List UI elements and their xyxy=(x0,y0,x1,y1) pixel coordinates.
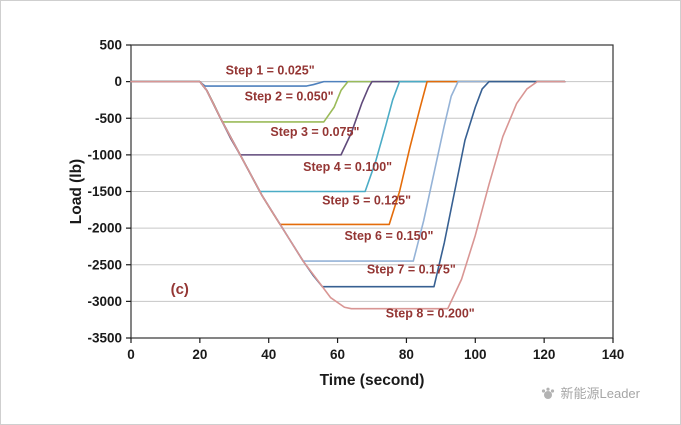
annotation: Step 8 = 0.200" xyxy=(386,306,475,320)
annotation: Step 6 = 0.150" xyxy=(344,229,433,243)
x-tick-label: 20 xyxy=(192,347,207,362)
y-tick-label: -500 xyxy=(95,111,122,126)
annotation: (c) xyxy=(171,281,189,298)
x-tick-label: 60 xyxy=(330,347,345,362)
x-tick-label: 100 xyxy=(464,347,487,362)
y-tick-label: 500 xyxy=(99,38,122,53)
annotation: Step 3 = 0.075" xyxy=(270,125,359,139)
series-line xyxy=(130,80,566,123)
watermark-logo-icon xyxy=(540,385,556,401)
x-tick-label: 140 xyxy=(602,347,625,362)
x-axis-title: Time (second) xyxy=(320,372,425,389)
y-tick-label: -3500 xyxy=(87,331,122,346)
x-tick-label: 120 xyxy=(533,347,556,362)
series-line xyxy=(130,80,566,310)
watermark-label: 新能源Leader xyxy=(560,386,640,401)
y-tick-label: -2500 xyxy=(87,257,122,272)
x-tick-label: 40 xyxy=(261,347,276,362)
y-axis-title: Load (lb) xyxy=(68,159,85,224)
annotation: Step 2 = 0.050" xyxy=(245,90,334,104)
x-tick-label: 0 xyxy=(127,347,135,362)
annotation: Step 1 = 0.025" xyxy=(226,63,315,77)
annotation: Step 7 = 0.175" xyxy=(367,263,456,277)
y-tick-label: -2000 xyxy=(87,221,122,236)
x-tick-label: 80 xyxy=(399,347,414,362)
annotation: Step 4 = 0.100" xyxy=(303,160,392,174)
y-tick-label: -1000 xyxy=(87,147,122,162)
y-tick-label: -3000 xyxy=(87,294,122,309)
y-tick-label: -1500 xyxy=(87,184,122,199)
annotation: Step 5 = 0.125" xyxy=(322,194,411,208)
watermark: 新能源Leader xyxy=(540,383,640,402)
y-tick-label: 0 xyxy=(114,74,122,89)
series-line xyxy=(130,80,566,288)
